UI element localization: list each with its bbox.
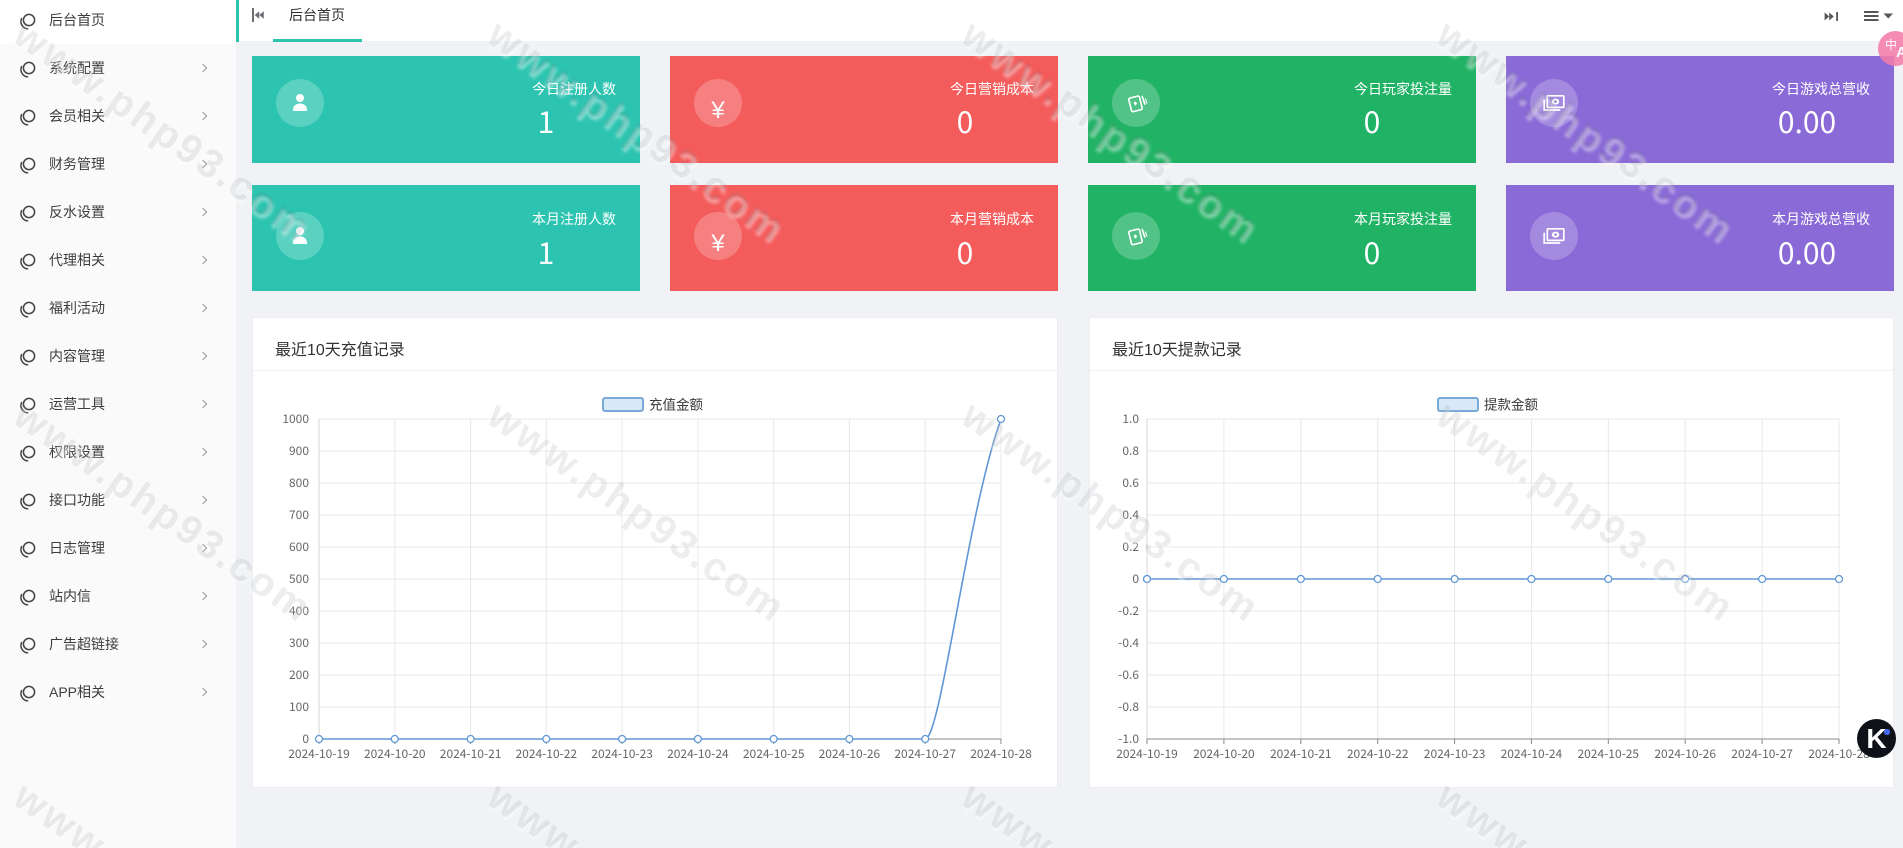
svg-text:2024-10-19: 2024-10-19 [1116,745,1178,762]
svg-text:100: 100 [289,698,309,715]
svg-text:0.6: 0.6 [1122,474,1139,491]
svg-text:600: 600 [289,538,309,555]
svg-text:-0.6: -0.6 [1118,666,1139,683]
svg-text:2024-10-19: 2024-10-19 [288,745,350,762]
svg-text:提款金额: 提款金额 [1484,394,1538,414]
svg-text:2024-10-20: 2024-10-20 [364,745,426,762]
svg-text:700: 700 [289,506,309,523]
svg-text:-0.4: -0.4 [1118,634,1139,651]
svg-text:0.4: 0.4 [1122,506,1139,523]
svg-text:0: 0 [1132,570,1139,587]
svg-text:2024-10-26: 2024-10-26 [819,745,881,762]
svg-text:900: 900 [289,442,309,459]
svg-text:2024-10-22: 2024-10-22 [1347,745,1409,762]
svg-text:2024-10-22: 2024-10-22 [515,745,577,762]
svg-text:2024-10-21: 2024-10-21 [1270,745,1332,762]
svg-text:500: 500 [289,570,309,587]
svg-text:2024-10-25: 2024-10-25 [1577,745,1639,762]
svg-text:2024-10-24: 2024-10-24 [667,745,729,762]
svg-text:2024-10-20: 2024-10-20 [1193,745,1255,762]
svg-text:2024-10-21: 2024-10-21 [440,745,502,762]
svg-text:2024-10-26: 2024-10-26 [1654,745,1716,762]
svg-text:2024-10-27: 2024-10-27 [1731,745,1793,762]
svg-text:1000: 1000 [282,410,309,427]
svg-text:300: 300 [289,634,309,651]
svg-text:2024-10-28: 2024-10-28 [970,745,1032,762]
svg-text:200: 200 [289,666,309,683]
svg-text:2024-10-27: 2024-10-27 [894,745,956,762]
svg-text:0.8: 0.8 [1122,442,1139,459]
svg-text:-1.0: -1.0 [1118,730,1139,747]
svg-text:充值金额: 充值金额 [649,394,703,414]
svg-text:0.2: 0.2 [1122,538,1139,555]
svg-text:400: 400 [289,602,309,619]
svg-text:2024-10-24: 2024-10-24 [1501,745,1563,762]
svg-text:2024-10-23: 2024-10-23 [591,745,653,762]
svg-text:2024-10-28: 2024-10-28 [1808,745,1870,762]
svg-text:2024-10-25: 2024-10-25 [743,745,805,762]
svg-text:1.0: 1.0 [1122,410,1139,427]
svg-text:-0.2: -0.2 [1118,602,1139,619]
svg-text:2024-10-23: 2024-10-23 [1424,745,1486,762]
svg-text:800: 800 [289,474,309,491]
svg-text:0: 0 [302,730,309,747]
svg-text:-0.8: -0.8 [1118,698,1139,715]
